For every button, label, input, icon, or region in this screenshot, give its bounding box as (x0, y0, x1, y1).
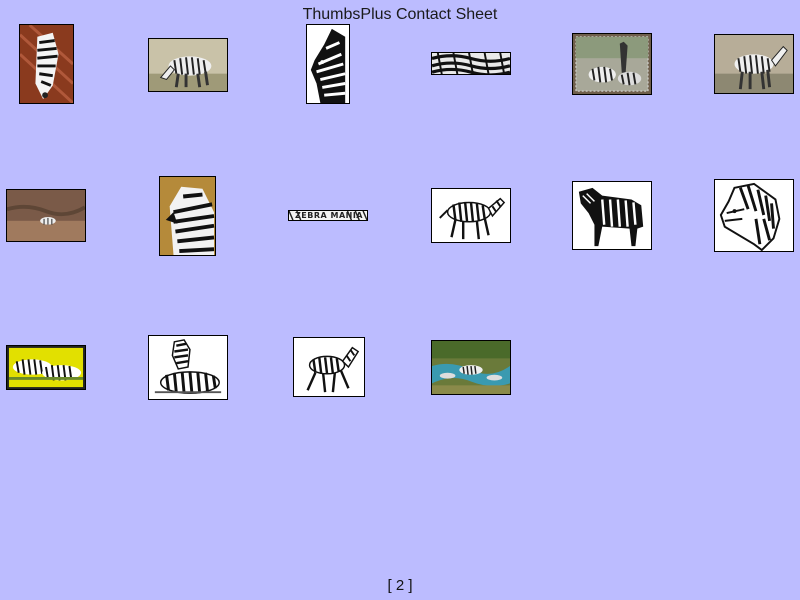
zebra-standing-thumbnail[interactable] (714, 34, 794, 94)
thumbnail-cell[interactable]: zebra-1-BG.jpg 152.8 Kb 70x588x24(RGB (133, 20, 243, 104)
zebra-savanna-thumbnail[interactable] (6, 189, 86, 242)
contact-sheet-title: ThumbsPlus Contact Sheet (302, 6, 498, 23)
zebra-profile-thumbnail[interactable] (306, 24, 350, 104)
zebra-grazing-thumbnail[interactable] (148, 38, 228, 92)
thumbnail-cell[interactable]: zeebra.gif 2221 bytes 72x60x4(Gray) (278, 324, 388, 408)
zebra-sketch-thumbnail[interactable] (714, 179, 794, 252)
thumbnail-cell[interactable]: ZEBRAq.gif 4500 bytes 337x289x8(Pal) (557, 172, 667, 256)
zebra-silhouette-thumbnail[interactable] (572, 181, 652, 250)
thumbnail-cell[interactable]: zebrfoal.gif 10625 bytes 131x106x8(Pal) (133, 324, 243, 408)
thumbnail-cell[interactable]: zebra3.jpg 15559 bytes 84x24x24(RGB) (416, 20, 526, 104)
thumbnail-cell[interactable]: ZEBRA99.JPG 96.1 Kb 75x815x24(RGB (133, 172, 243, 256)
zebra-art-thumbnail[interactable] (6, 345, 86, 390)
zebra-mania-banner-text: ZEBRA MANIA (294, 211, 363, 220)
thumbnail-cell[interactable]: zebra.jpg 71.0 Kb 50x519x24(RGB (0, 20, 101, 104)
page-number-indicator: [ 2 ] (387, 577, 413, 594)
zebra-head-thumbnail[interactable] (19, 24, 74, 104)
thumbnail-cell[interactable]: ZEBRA MANIA zebramania.gif 1494 bytes 33… (273, 172, 383, 256)
thumbnail-cell[interactable]: zebrapcx.gif 4796 bytes 300x207x1(Gray) (416, 172, 526, 256)
thumbnail-cell[interactable]: zebrart.gif 5498 bytes 104x59x8(Pal) (0, 324, 101, 408)
thumbnail-cell[interactable]: zleap.gif 135.8 Kb 495x343x8(Pal) (416, 324, 526, 408)
zebra-leap-thumbnail[interactable] (431, 340, 511, 395)
zebra-stripes-thumbnail[interactable] (431, 52, 511, 75)
thumbnail-cell[interactable]: zebra4.jpg 91.4 Kb 73x441x24(RGB (557, 20, 667, 104)
thumbnail-cell[interactable]: ZEBRAr.gif 1530 bytes 44x133x2(Gray) (699, 172, 800, 256)
zebra-line-art-thumbnail[interactable] (431, 188, 511, 243)
zebra-group-thumbnail[interactable] (572, 33, 652, 95)
thumbnail-cell[interactable]: ZEBRA5.JPG 66.8 Kb 40x480x24(RGB (699, 20, 800, 104)
zeebra-walking-thumbnail[interactable] (293, 337, 365, 397)
zebra-portrait-thumbnail[interactable] (159, 176, 216, 256)
zebra-mania-banner-thumbnail[interactable]: ZEBRA MANIA (288, 210, 368, 221)
thumbnail-cell[interactable]: zebra-5a.jpg 8631 bytes 40x158x24(RGB (0, 172, 101, 256)
zebra-foal-thumbnail[interactable] (148, 335, 228, 400)
thumbnail-cell[interactable]: zebra2.gif 4277 bytes 44x82x8(Gray) (273, 20, 383, 104)
